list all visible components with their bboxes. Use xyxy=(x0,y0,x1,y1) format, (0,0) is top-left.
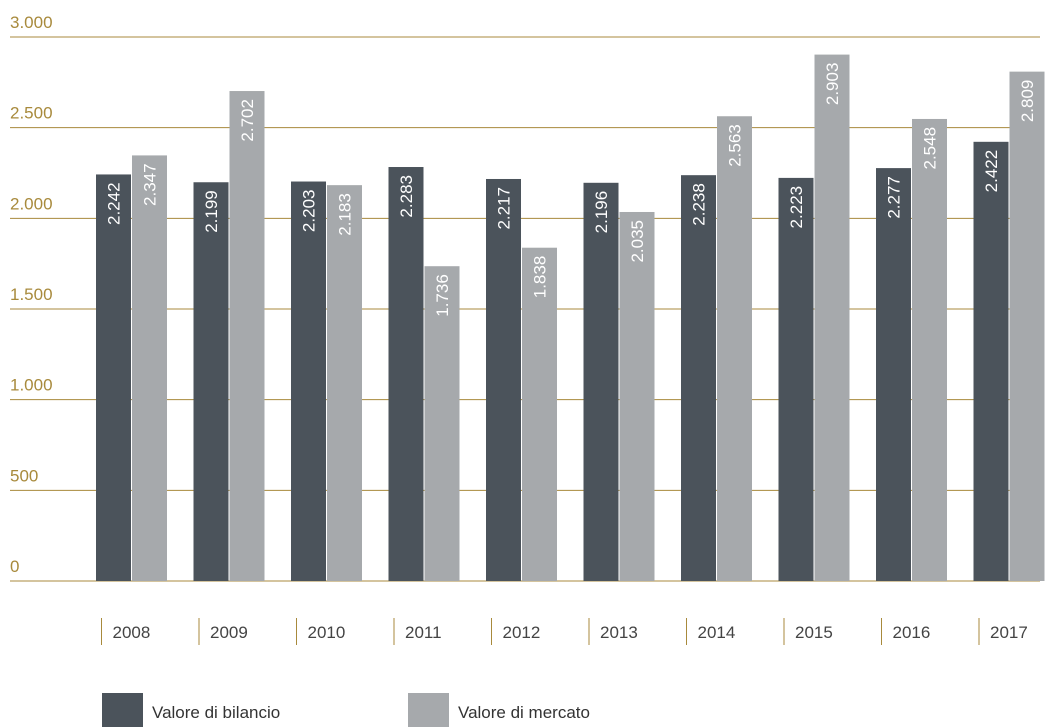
value-label: 2.242 xyxy=(105,182,124,225)
bar xyxy=(193,182,229,582)
value-label: 2.196 xyxy=(592,191,611,234)
value-label: 1.736 xyxy=(433,274,452,317)
bar xyxy=(778,177,814,581)
x-tick-label: 2008 xyxy=(113,623,151,642)
x-tick-label: 2017 xyxy=(990,623,1028,642)
value-label: 2.422 xyxy=(982,150,1001,193)
x-tick-label: 2011 xyxy=(405,623,442,642)
y-tick-label: 500 xyxy=(10,466,38,485)
value-label: 2.199 xyxy=(202,190,221,233)
x-tick-label: 2009 xyxy=(210,623,248,642)
bar xyxy=(1009,71,1045,581)
value-label: 2.548 xyxy=(921,127,940,170)
legend-swatch xyxy=(102,693,143,727)
value-label: 2.283 xyxy=(397,175,416,218)
y-tick-label: 0 xyxy=(10,557,19,576)
bar xyxy=(912,118,947,581)
y-tick-label: 2.000 xyxy=(10,194,53,213)
bar xyxy=(132,155,167,582)
y-tick-label: 2.500 xyxy=(10,104,53,123)
x-tick-label: 2016 xyxy=(893,623,931,642)
value-label: 2.223 xyxy=(787,186,806,229)
bar xyxy=(583,182,619,582)
bar xyxy=(291,181,326,582)
y-tick-label: 1.500 xyxy=(10,285,53,304)
bar xyxy=(814,54,850,581)
value-label: 2.702 xyxy=(238,99,257,142)
y-tick-label: 1.000 xyxy=(10,376,53,395)
bar xyxy=(717,116,752,581)
value-label: 1.838 xyxy=(531,256,550,299)
value-label: 2.809 xyxy=(1018,80,1037,123)
value-label: 2.035 xyxy=(628,220,647,263)
bar xyxy=(876,168,911,581)
bar xyxy=(973,141,1009,581)
value-label: 2.563 xyxy=(726,124,745,167)
bar xyxy=(486,178,521,581)
bar xyxy=(96,174,131,581)
value-label: 2.903 xyxy=(823,63,842,106)
bar xyxy=(522,247,557,581)
value-label: 2.203 xyxy=(300,190,319,233)
bar xyxy=(388,167,424,582)
legend-swatch xyxy=(408,693,449,727)
y-tick-label: 3.000 xyxy=(10,13,53,32)
x-tick-label: 2010 xyxy=(308,623,346,642)
value-label: 2.183 xyxy=(336,193,355,236)
bar xyxy=(229,91,265,582)
legend-label: Valore di bilancio xyxy=(152,703,280,722)
bar xyxy=(619,211,655,581)
value-label: 2.238 xyxy=(690,183,709,226)
x-tick-label: 2013 xyxy=(600,623,638,642)
bar xyxy=(424,266,460,581)
legend-label: Valore di mercato xyxy=(458,703,590,722)
value-label: 2.277 xyxy=(885,176,904,219)
x-tick-label: 2014 xyxy=(698,623,736,642)
x-tick-label: 2015 xyxy=(795,623,833,642)
value-label: 2.217 xyxy=(495,187,514,230)
bar xyxy=(327,185,362,581)
x-tick-label: 2012 xyxy=(503,623,541,642)
value-label: 2.347 xyxy=(141,163,160,206)
bar xyxy=(681,175,716,581)
